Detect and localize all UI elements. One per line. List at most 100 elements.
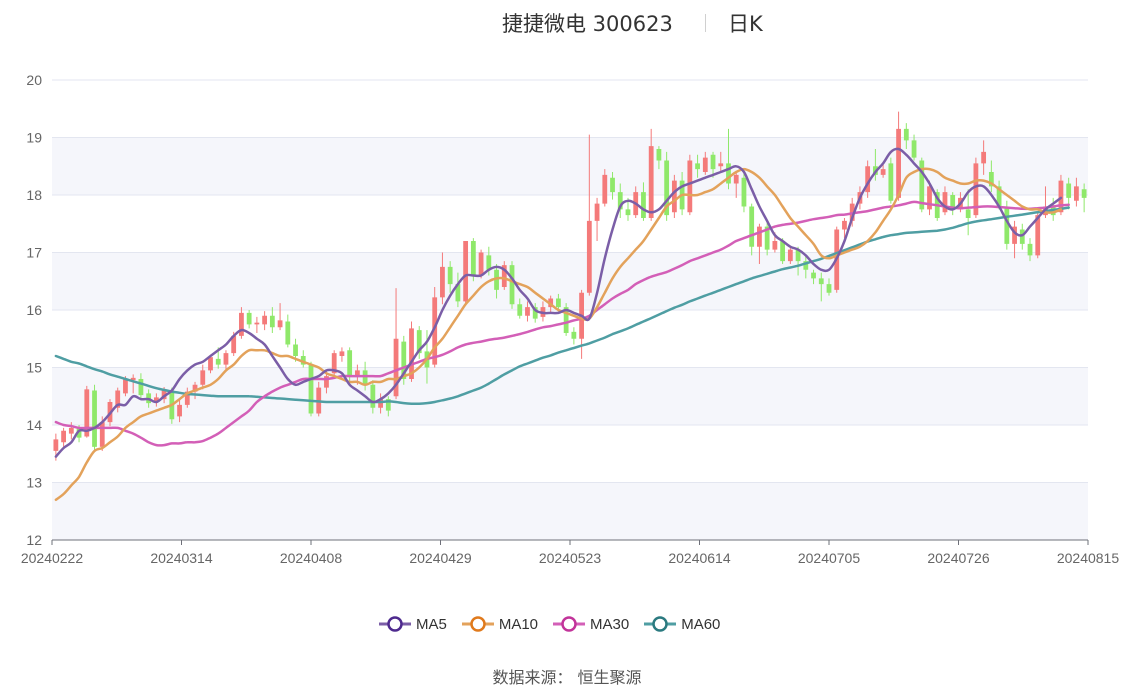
- legend-ma5-icon: [379, 616, 411, 632]
- candle-body: [509, 265, 515, 305]
- candle-body: [702, 157, 708, 172]
- candle-body: [586, 220, 592, 293]
- candle-body: [161, 389, 167, 400]
- candle-body: [749, 206, 755, 247]
- candle-body: [324, 376, 329, 388]
- candle-body: [354, 370, 360, 377]
- candle-body: [1004, 206, 1010, 244]
- grid-band: [52, 482, 1088, 540]
- candle-body: [1074, 186, 1079, 201]
- candle-body: [664, 160, 670, 216]
- candle-body: [215, 358, 221, 365]
- candle-body: [780, 241, 786, 262]
- candle-body: [470, 241, 476, 276]
- candle-body: [393, 338, 399, 397]
- candle-body: [501, 265, 507, 287]
- candle-body: [811, 272, 816, 279]
- y-tick-label: 17: [26, 245, 42, 261]
- candle-body: [432, 297, 438, 365]
- candle-body: [385, 399, 391, 411]
- candle-body: [254, 322, 260, 325]
- candle-body: [927, 186, 932, 210]
- candle-body: [695, 163, 700, 170]
- x-tick-label: 20240815: [1057, 550, 1120, 566]
- candle-body: [772, 241, 778, 250]
- y-tick-label: 13: [26, 475, 42, 491]
- candle-body: [61, 430, 66, 443]
- candle-body: [726, 163, 731, 184]
- candle-body: [1058, 180, 1064, 213]
- candle-body: [641, 192, 646, 218]
- candle-body: [1081, 189, 1087, 198]
- candle-body: [378, 399, 383, 408]
- y-tick-label: 15: [26, 360, 42, 376]
- chart-subtitle: 日K: [728, 12, 763, 36]
- candle-body: [84, 389, 90, 437]
- candle-body: [401, 341, 407, 379]
- legend-ma30-icon: [553, 616, 586, 632]
- candle-body: [594, 203, 600, 221]
- candle-body: [153, 397, 159, 402]
- candle-body: [1027, 243, 1033, 256]
- candle-body: [177, 404, 182, 417]
- legend-item-ma30[interactable]: MA30: [552, 614, 629, 634]
- candle-body: [1035, 215, 1041, 256]
- candle-body: [300, 356, 306, 365]
- candle-body: [787, 249, 793, 262]
- candle-body: [277, 320, 283, 328]
- candle-body: [269, 315, 275, 328]
- candle-body: [842, 220, 847, 230]
- candle-body: [486, 255, 492, 270]
- candle-body: [532, 307, 538, 319]
- candle-body: [919, 160, 925, 210]
- ma-line-ma30: [54, 200, 1070, 447]
- candle-body: [617, 192, 623, 210]
- candle-body: [246, 312, 252, 325]
- candle-body: [184, 391, 190, 405]
- candle-body: [416, 330, 422, 354]
- candle-body: [99, 422, 105, 447]
- candle-body: [687, 160, 693, 213]
- candle-body: [764, 226, 770, 250]
- grid-band: [52, 252, 1088, 310]
- legend-item-ma5[interactable]: MA5: [378, 614, 447, 634]
- candle-body: [115, 390, 121, 408]
- candle-body: [68, 427, 74, 434]
- candle-body: [880, 169, 886, 175]
- y-tick-label: 19: [26, 130, 42, 146]
- candle-body: [826, 284, 832, 293]
- y-tick-label: 20: [26, 72, 42, 88]
- candle-body: [973, 163, 979, 216]
- x-tick-label: 20240408: [280, 550, 343, 566]
- legend-item-ma60[interactable]: MA60: [643, 614, 720, 634]
- candle-body: [710, 154, 716, 170]
- title-separator: [705, 14, 706, 32]
- legend-ma10-icon: [461, 616, 494, 632]
- x-tick-label: 20240314: [150, 550, 213, 566]
- title-row: 捷捷微电 300623 日K: [0, 8, 1134, 38]
- candle-body: [803, 261, 809, 270]
- ma-line-ma60: [54, 206, 1070, 406]
- candle-body: [200, 370, 206, 385]
- candle-body: [865, 166, 871, 193]
- grid-band: [52, 137, 1088, 195]
- candle-body: [757, 226, 762, 247]
- y-tick-label: 16: [26, 302, 42, 318]
- y-tick-label: 18: [26, 187, 42, 203]
- x-tick-label: 20240222: [21, 550, 84, 566]
- x-tick-label: 20240429: [409, 550, 472, 566]
- candle-body: [996, 186, 1002, 207]
- candle-body: [1066, 183, 1072, 198]
- candle-body: [192, 384, 198, 392]
- candle-body: [370, 384, 376, 408]
- data-source: 数据来源： 恒生聚源: [492, 668, 642, 687]
- candle-body: [656, 149, 662, 161]
- y-tick-label: 14: [26, 417, 42, 433]
- candle-body: [285, 321, 291, 345]
- legend-label-ma5: MA5: [416, 615, 447, 633]
- candle-body: [362, 370, 368, 385]
- candle-body: [795, 249, 801, 262]
- candle-body: [1019, 229, 1025, 244]
- x-tick-label: 20240523: [539, 550, 602, 566]
- legend-item-ma10[interactable]: MA10: [461, 614, 538, 634]
